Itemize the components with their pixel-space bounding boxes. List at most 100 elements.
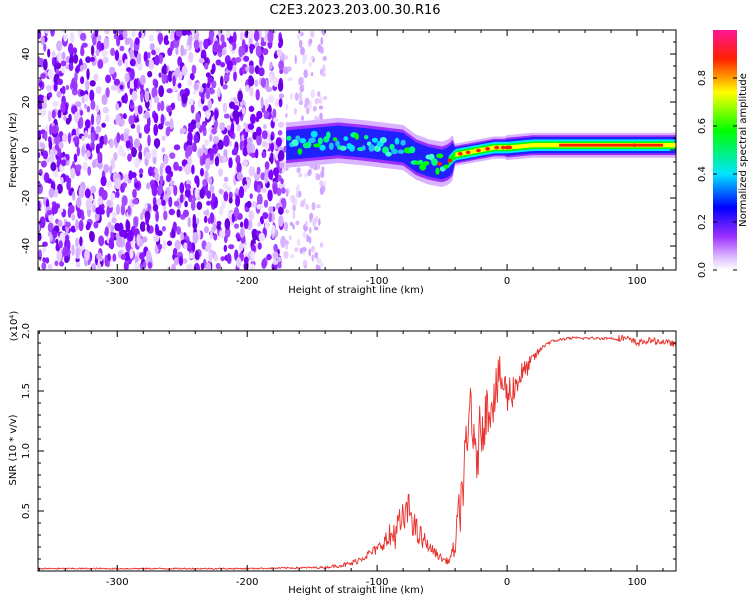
heatmap-noise-cell (105, 74, 112, 84)
heatmap-noise-cell (232, 31, 237, 44)
heatmap-noise-cell (257, 242, 262, 250)
heatmap-noise-cell (222, 84, 228, 90)
heatmap-noise-cell (289, 221, 294, 227)
heatmap-noise-cell (251, 228, 258, 241)
heatmap-noise-cell (57, 78, 63, 86)
heatmap-noise-cell (129, 39, 134, 50)
heatmap-noise-cell (204, 169, 209, 182)
heatmap-noise-cell (214, 156, 220, 167)
heatmap-noise-cell (153, 138, 161, 148)
heatmap-noise-cell (91, 141, 95, 151)
heatmap-noise-cell (176, 209, 181, 218)
heatmap-noise-cell (248, 105, 255, 112)
heatmap-noise-cell (246, 141, 252, 154)
heatmap-noise-cell (147, 51, 151, 59)
heatmap-noise-cell (287, 66, 292, 72)
track-blob (389, 143, 395, 151)
heatmap-noise-cell (136, 52, 142, 65)
heatmap-noise-cell (167, 240, 172, 247)
heatmap-noise-cell (73, 53, 79, 64)
track-blob (305, 141, 312, 149)
heatmap-noise-cell (64, 256, 69, 264)
heatmap-noise-cell (131, 30, 136, 38)
heatmap-noise-cell (90, 45, 95, 56)
heatmap-noise-cell (95, 207, 101, 215)
heatmap-noise-cell (213, 224, 218, 231)
heatmap-noise-cell (228, 197, 233, 204)
heatmap-noise-cell (101, 94, 108, 106)
heatmap-noise-cell (134, 158, 140, 168)
heatmap-noise-cell (91, 160, 97, 169)
heatmap-noise-cell (240, 31, 244, 42)
heatmap-noise-cell (75, 101, 82, 108)
heatmap-noise-cell (247, 30, 254, 42)
heatmap-noise-cell (123, 251, 131, 262)
heatmap-noise-cell (221, 200, 226, 209)
heatmap-y-axis-label: Frequency (Hz) (8, 112, 19, 188)
heatmap-noise-cell (55, 203, 61, 209)
heatmap-noise-cell (50, 162, 57, 172)
heatmap-noise-cell (278, 93, 284, 99)
heatmap-noise-cell (49, 123, 53, 136)
heatmap-noise-cell (168, 208, 175, 216)
heatmap-noise-cell (103, 37, 110, 50)
heatmap-noise-cell (277, 256, 282, 263)
heatmap-noise-cell (272, 260, 279, 265)
heatmap-noise-cell (79, 116, 84, 128)
heatmap-noise-cell (139, 252, 145, 260)
heatmap-noise-cell (220, 256, 225, 262)
heatmap-noise-cell (184, 188, 191, 198)
heatmap-noise-cell (316, 204, 321, 209)
heatmap-noise-cell (268, 95, 275, 103)
heatmap-noise-cell (75, 247, 80, 260)
heatmap-noise-cell (68, 204, 75, 214)
heatmap-noise-cell (114, 177, 121, 190)
track-peak-dot (447, 158, 453, 163)
heatmap-noise-cell (222, 155, 227, 163)
heatmap-noise-cell (285, 113, 288, 118)
heatmap-noise-cell (241, 63, 248, 75)
heatmap-noise-cell (262, 48, 269, 56)
track-blob (382, 146, 389, 154)
heatmap-noise-cell (95, 143, 100, 155)
heatmap-noise-cell (212, 146, 218, 155)
heatmap-noise-cell (67, 132, 72, 145)
heatmap-noise-cell (51, 56, 56, 67)
heatmap-noise-cell (173, 144, 181, 151)
heatmap-noise-cell (223, 149, 228, 158)
colorbar-tick-label: 0.2 (697, 214, 708, 230)
heatmap-noise-cell (311, 245, 315, 253)
heatmap-y-tick-label: 40 (21, 48, 32, 61)
heatmap-noise-cell (86, 150, 91, 158)
heatmap-noise-cell (56, 90, 62, 98)
track-blob (299, 138, 307, 144)
heatmap-noise-cell (314, 252, 319, 259)
heatmap-noise-cell (318, 105, 324, 110)
heatmap-noise-cell (144, 111, 150, 119)
heatmap-noise-cell (298, 77, 304, 86)
heatmap-noise-cell (305, 203, 309, 210)
heatmap-noise-cell (196, 176, 200, 188)
heatmap-noise-cell (137, 106, 143, 115)
heatmap-noise-cell (127, 229, 134, 242)
heatmap-noise-cell (188, 252, 194, 259)
heatmap-noise-cell (90, 100, 96, 110)
heatmap-noise-cell (75, 219, 79, 230)
snr-x-tick-label: -100 (366, 577, 389, 588)
heatmap-noise-cell (225, 30, 231, 39)
heatmap-noise-cell (187, 156, 192, 167)
heatmap-noise-cell (110, 224, 115, 233)
heatmap-noise-cell (317, 91, 321, 97)
heatmap-noise-cell (163, 153, 169, 165)
heatmap-noise-cell (311, 202, 316, 211)
heatmap-noise-cell (144, 91, 150, 103)
heatmap-noise-cell (53, 82, 58, 92)
heatmap-noise-cell (234, 223, 239, 229)
heatmap-noise-cell (156, 198, 162, 206)
heatmap-noise-cell (70, 167, 76, 179)
snr-x-tick-label: 100 (627, 577, 646, 588)
heatmap-noise-cell (233, 70, 237, 82)
heatmap-noise-cell (231, 213, 236, 223)
heatmap-noise-cell (124, 37, 131, 46)
heatmap-noise-cell (183, 242, 188, 250)
